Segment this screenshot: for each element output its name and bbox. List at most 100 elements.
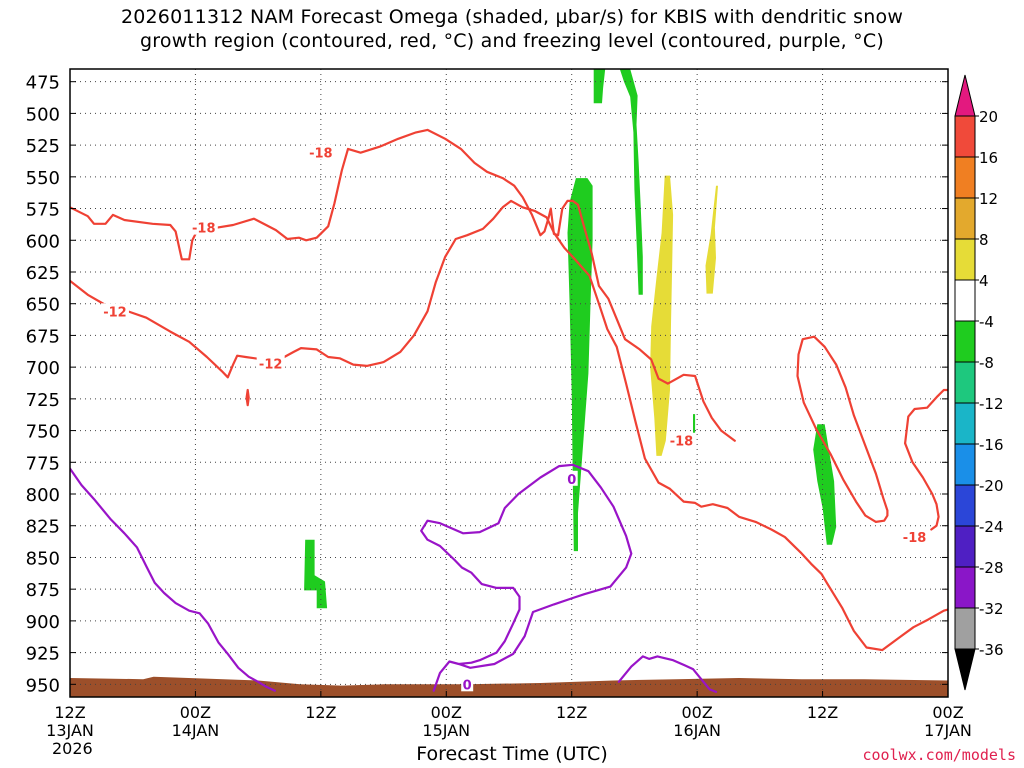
colorbar-bin-6 xyxy=(954,320,976,363)
contour-label-7: 0 xyxy=(463,678,472,693)
colorbar-arrow-down xyxy=(954,648,976,691)
ytick-label-550: 550 xyxy=(26,168,60,189)
colorbar-bin-2 xyxy=(954,156,976,199)
contour-label-bg-0 xyxy=(306,144,335,160)
ytick-label-800: 800 xyxy=(26,485,60,506)
contour-label-bg-6 xyxy=(565,470,578,486)
colorbar-bin-13 xyxy=(954,607,976,650)
xtick-label-date-1: 14JAN xyxy=(172,721,220,740)
colorbar-bin-11 xyxy=(954,525,976,568)
ytick-label-600: 600 xyxy=(26,231,60,252)
omega-region-green-3 xyxy=(304,539,328,609)
omega-region-green-1 xyxy=(619,69,643,295)
contour-purple-6 xyxy=(70,467,276,692)
colorbar-label-5: -4 xyxy=(979,313,994,331)
contour-label-bg-4 xyxy=(667,432,696,448)
credit-link[interactable]: coolwx.com/models xyxy=(862,746,1016,764)
contour-label-2: -12 xyxy=(103,305,127,320)
colorbar-bin-7 xyxy=(954,361,976,404)
ytick-label-700: 700 xyxy=(26,358,60,379)
ytick-label-850: 850 xyxy=(26,548,60,569)
plot-frame xyxy=(69,68,949,698)
contour-label-bg-3 xyxy=(256,355,285,371)
contour-label-0: -18 xyxy=(309,147,333,162)
contour-red-2 xyxy=(796,335,889,523)
chart-title-line-2: growth region (contoured, red, °C) and f… xyxy=(140,30,884,52)
colorbar-bin-1 xyxy=(954,115,976,158)
grid xyxy=(69,69,949,697)
axes: 475 500 525 550 575 600 625 650 675 700 725 750 775 8… xyxy=(26,68,972,740)
ytick-label-575: 575 xyxy=(26,200,60,221)
contour-red-1 xyxy=(70,199,948,652)
xtick-label-date-5: 16JAN xyxy=(673,721,721,740)
ytick-label-625: 625 xyxy=(26,263,60,284)
colorbar-label-2: 12 xyxy=(979,190,998,208)
contour-red-5 xyxy=(245,388,250,407)
ytick-label-675: 675 xyxy=(26,326,60,347)
contour-purple-8 xyxy=(617,655,718,693)
omega-region-green-0 xyxy=(593,69,606,104)
contours xyxy=(70,128,948,693)
contour-label-6: 0 xyxy=(567,473,576,488)
colorbar-bin-4 xyxy=(954,238,976,281)
ytick-label-725: 725 xyxy=(26,390,60,411)
ytick-label-750: 750 xyxy=(26,422,60,443)
xtick-label-time-5: 00Z xyxy=(681,703,712,722)
contour-label-bg-5 xyxy=(900,529,929,545)
ytick-label-875: 875 xyxy=(26,580,60,601)
chart-title-line-1: 2026011312 NAM Forecast Omega (shaded, μ… xyxy=(120,6,904,28)
xtick-label-date-7: 17JAN xyxy=(924,721,972,740)
colorbar-label-6: -8 xyxy=(979,354,994,372)
contour-label-bg-1 xyxy=(189,219,218,235)
ytick-label-775: 775 xyxy=(26,453,60,474)
xtick-label-date-0: 13JAN xyxy=(46,721,94,740)
colorbar: 20 16 12 8 4 -4 -8 -12 -16 -20 -24 -28 -32 -36 xyxy=(954,74,1004,691)
xtick-label-date-3: 15JAN xyxy=(422,721,470,740)
contour-purple-7 xyxy=(420,463,633,692)
colorbar-label-4: 4 xyxy=(979,272,989,290)
colorbar-label-8: -16 xyxy=(979,436,1004,454)
colorbar-bin-8 xyxy=(954,402,976,445)
colorbar-label-0: 20 xyxy=(979,108,998,126)
ytick-label-475: 475 xyxy=(26,73,60,94)
xtick-label-time-3: 00Z xyxy=(431,703,462,722)
contour-labels: -18 -18 -12 -12 -18 -18 0 0 xyxy=(100,144,929,693)
colorbar-label-9: -20 xyxy=(979,477,1004,495)
ytick-label-900: 900 xyxy=(26,612,60,633)
colorbar-bin-9 xyxy=(954,443,976,486)
x-axis-title: Forecast Time (UTC) xyxy=(416,743,608,765)
contour-red-4 xyxy=(904,442,940,531)
colorbar-label-13: -36 xyxy=(979,641,1004,659)
colorbar-bin-3 xyxy=(954,197,976,240)
terrain xyxy=(70,676,948,697)
xtick-label-time-6: 12Z xyxy=(807,703,838,722)
colorbar-bin-5 xyxy=(954,279,976,322)
colorbar-bin-10 xyxy=(954,484,976,527)
ytick-label-650: 650 xyxy=(26,295,60,316)
colorbar-label-3: 8 xyxy=(979,231,989,249)
contour-red-3 xyxy=(904,388,948,445)
colorbar-label-7: -12 xyxy=(979,395,1004,413)
contour-label-4: -18 xyxy=(670,435,694,450)
xtick-label-time-7: 00Z xyxy=(932,703,963,722)
terrain-surface xyxy=(70,676,948,697)
xtick-label-time-0: 12Z xyxy=(54,703,85,722)
colorbar-label-12: -32 xyxy=(979,600,1004,618)
colorbar-label-10: -24 xyxy=(979,518,1004,536)
contour-label-bg-7 xyxy=(461,676,474,692)
ytick-label-500: 500 xyxy=(26,104,60,125)
colorbar-label-1: 16 xyxy=(979,149,998,167)
colorbar-arrow-up xyxy=(954,74,976,117)
contour-red-0 xyxy=(70,128,736,442)
ytick-label-950: 950 xyxy=(26,675,60,696)
ytick-label-525: 525 xyxy=(26,136,60,157)
omega-region-green-4 xyxy=(813,424,837,545)
xtick-label-time-1: 00Z xyxy=(180,703,211,722)
omega-region-yellow-7 xyxy=(705,185,718,294)
omega-region-yellow-6 xyxy=(650,175,674,456)
contour-label-3: -12 xyxy=(259,357,283,372)
contour-label-bg-2 xyxy=(100,303,129,319)
contour-label-5: -18 xyxy=(903,531,927,546)
ytick-label-925: 925 xyxy=(26,644,60,665)
